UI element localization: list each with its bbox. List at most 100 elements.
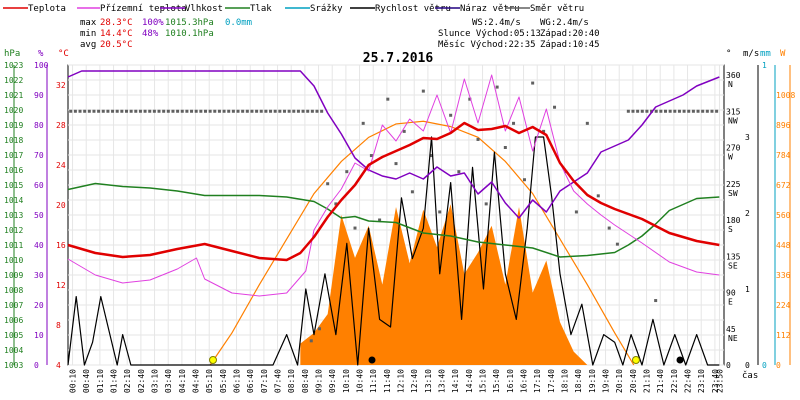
direction-marker: [317, 327, 321, 331]
direction-marker: [438, 210, 442, 214]
stats-avg-label: avg: [80, 40, 96, 50]
legend-item-prizemni-teplota: Přízemní teplota: [77, 4, 187, 14]
tick-label-wind: 0: [745, 361, 750, 370]
tick-label-time: 10:10: [342, 369, 351, 393]
wind-summary: WS:2.4m/s WG:2.4m/s Slunce Východ:05:13 …: [438, 18, 600, 50]
legend-label-teplota: Teplota: [28, 4, 66, 14]
stats-min-press: 1010.1hPa: [165, 29, 214, 39]
direction-marker: [495, 85, 499, 89]
direction-marker: [78, 109, 82, 113]
tick-label-time: 11:40: [383, 369, 392, 393]
tick-label-time: 21:40: [656, 369, 665, 393]
direction-marker: [162, 109, 166, 113]
tick-label-time: 16:10: [506, 369, 515, 393]
tick-label-humidity: 0: [34, 361, 39, 370]
direction-marker: [138, 109, 142, 113]
legend-item-tlak: Tlak: [225, 4, 272, 14]
tick-label-humidity: 30: [34, 271, 44, 280]
tick-label-time: 14:10: [451, 369, 460, 393]
wind-summary-wg: WG:2.4m/s: [540, 18, 589, 28]
direction-marker: [203, 109, 207, 113]
tick-label-time: 20:40: [629, 369, 638, 393]
legend-label-vlhkost: Vlhkost: [185, 4, 223, 14]
direction-marker: [166, 109, 170, 113]
direction-marker: [522, 178, 526, 182]
tick-label-temperature: 16: [56, 241, 66, 250]
direction-marker: [273, 109, 277, 113]
direction-marker: [457, 170, 461, 174]
tick-label-direction: 315: [726, 107, 741, 116]
chart-title: 25.7.2016: [363, 51, 434, 66]
tick-label-humidity: 50: [34, 211, 44, 220]
stats-max-rain: 0.0mm: [225, 18, 252, 28]
tick-label-solar: 560: [776, 211, 791, 220]
solar-max-line: [209, 120, 635, 366]
tick-label-solar: 784: [776, 151, 791, 160]
direction-marker: [553, 105, 557, 109]
tick-label-time: 19:10: [588, 369, 597, 393]
tick-label-wind: 1: [745, 285, 750, 294]
tick-label-time: 15:40: [492, 369, 501, 393]
tick-label-compass: E: [728, 298, 733, 307]
tick-label-temperature: 20: [56, 201, 66, 210]
tick-label-compass: SW: [728, 189, 738, 198]
direction-marker: [97, 109, 101, 113]
direction-marker: [87, 109, 91, 113]
tick-label-time: 13:40: [438, 369, 447, 393]
tick-label-time: 00:40: [82, 369, 91, 393]
tick-label-temperature: 24: [56, 161, 66, 170]
direction-marker: [236, 109, 240, 113]
tick-label-solar: 336: [776, 271, 791, 280]
direction-marker: [449, 113, 453, 117]
tick-label-compass: N: [728, 80, 733, 89]
direction-marker: [687, 109, 691, 113]
tick-label-compass: SE: [728, 261, 738, 270]
tick-label-time: 22:10: [670, 369, 679, 393]
tick-label-time: 08:40: [301, 369, 310, 393]
direction-marker: [691, 109, 695, 113]
tick-label-direction: 180: [726, 216, 741, 225]
stats-min-temp: 14.4°C: [100, 29, 133, 39]
direction-marker: [241, 109, 245, 113]
tick-label-time: 14:40: [465, 369, 474, 393]
tick-label-time: 10:40: [356, 369, 365, 393]
direction-marker: [640, 109, 644, 113]
direction-marker: [292, 109, 296, 113]
legend-item-vlhkost: Vlhkost: [160, 4, 223, 14]
axis-unit-mm: mm: [760, 49, 771, 59]
legend-item-teplota: Teplota: [3, 4, 66, 14]
direction-marker: [301, 109, 305, 113]
tick-label-time: 05:40: [219, 369, 228, 393]
direction-marker: [615, 242, 619, 246]
tick-label-temperature: 28: [56, 121, 66, 130]
direction-marker: [673, 109, 677, 113]
tick-label-time: 07:40: [274, 369, 283, 393]
legend-item-naraz-vetru: Náraz větru: [435, 4, 520, 14]
tick-label-wind: 2: [745, 209, 750, 218]
line-wind-speed: [67, 136, 720, 366]
direction-marker: [402, 129, 406, 133]
axis-unit-time: čas: [742, 370, 758, 381]
tick-label-time: 03:40: [164, 369, 173, 393]
direction-marker: [111, 109, 115, 113]
tick-label-humidity: 10: [34, 331, 44, 340]
stats-avg-temp: 20.5°C: [100, 40, 133, 50]
tick-label-direction: 270: [726, 144, 741, 153]
legend-item-srazky: Srážky: [285, 4, 343, 14]
sunrise-marker: [209, 356, 217, 364]
direction-marker: [143, 109, 147, 113]
lines-layer: [67, 70, 720, 366]
direction-marker: [306, 109, 310, 113]
tick-label-direction: 225: [726, 180, 741, 189]
direction-marker: [645, 109, 649, 113]
axis-unit-degree: °: [726, 49, 731, 59]
legend-label-prizemni-teplota: Přízemní teplota: [100, 4, 187, 14]
stats-min-hum: 48%: [142, 29, 159, 39]
legend-label-srazky: Srážky: [310, 4, 343, 14]
tick-label-time: 23:10: [697, 369, 706, 393]
tick-label-time: 17:10: [533, 369, 542, 393]
tick-label-humidity: 40: [34, 241, 44, 250]
tick-label-direction: 0: [726, 361, 731, 370]
direction-marker: [171, 109, 175, 113]
